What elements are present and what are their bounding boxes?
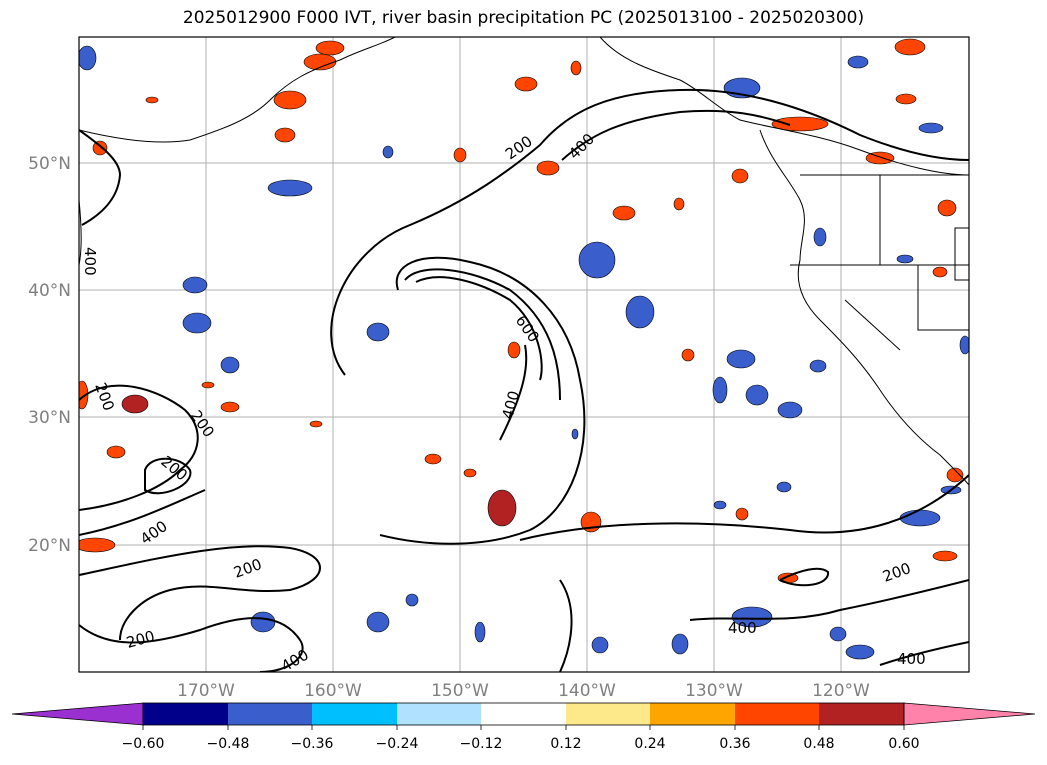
- contour-label: 400: [81, 247, 99, 276]
- lon-label: 120°W: [812, 681, 870, 701]
- lon-label: 170°W: [177, 681, 235, 701]
- colorbar-tick-label: −0.12: [460, 736, 503, 752]
- colorbar-bin: [650, 703, 735, 725]
- colorbar-bin: [228, 703, 312, 725]
- colorbar-bin: [143, 703, 228, 725]
- map-area: [79, 37, 969, 672]
- colorbar-tick-label: 0.36: [719, 736, 750, 752]
- colorbar-tick-label: −0.24: [376, 736, 419, 752]
- lon-label: 130°W: [685, 681, 743, 701]
- contour-label: 400: [728, 619, 757, 637]
- colorbar-bin: [735, 703, 819, 725]
- colorbar-bin: [481, 703, 566, 725]
- colorbar-max-extension: [903, 702, 1036, 726]
- gridlines: [79, 37, 969, 672]
- colorbar-bin: [397, 703, 481, 725]
- latitude-labels: 50°N 40°N 30°N 20°N: [28, 154, 71, 556]
- ivt-contours: [79, 88, 969, 672]
- lat-label: 40°N: [28, 281, 71, 301]
- contour-label: 400: [897, 650, 926, 668]
- colorbar-bin: [566, 703, 650, 725]
- map-frame: [78, 36, 970, 673]
- colorbar-tick-label: −0.36: [291, 736, 334, 752]
- lat-label: 30°N: [28, 408, 71, 428]
- precipitation-pc-anomalies: [79, 38, 969, 660]
- lon-label: 160°W: [304, 681, 362, 701]
- colorbar: −0.60 −0.48 −0.36 −0.24 −0.12 0.12 0.24 …: [11, 702, 1036, 752]
- coastlines: [79, 37, 969, 486]
- colorbar-frame: [142, 702, 905, 726]
- colorbar-bin: [312, 703, 397, 725]
- colorbar-tick-label: 0.12: [550, 736, 581, 752]
- lon-label: 140°W: [558, 681, 616, 701]
- colorbar-tick-label: 0.24: [634, 736, 665, 752]
- colorbar-tick-label: 0.60: [888, 736, 919, 752]
- lon-label: 150°W: [431, 681, 489, 701]
- colorbar-min-extension: [11, 702, 144, 726]
- colorbar-bin: [819, 703, 904, 725]
- lat-label: 50°N: [28, 154, 71, 174]
- colorbar-tick-label: −0.60: [122, 736, 165, 752]
- colorbar-tick-label: 0.48: [803, 736, 834, 752]
- map-title: 2025012900 F000 IVT, river basin precipi…: [182, 8, 865, 28]
- longitude-labels: 170°W 160°W 150°W 140°W 130°W 120°W: [177, 681, 870, 701]
- colorbar-tick-label: −0.48: [207, 736, 250, 752]
- lat-label: 20°N: [28, 536, 71, 556]
